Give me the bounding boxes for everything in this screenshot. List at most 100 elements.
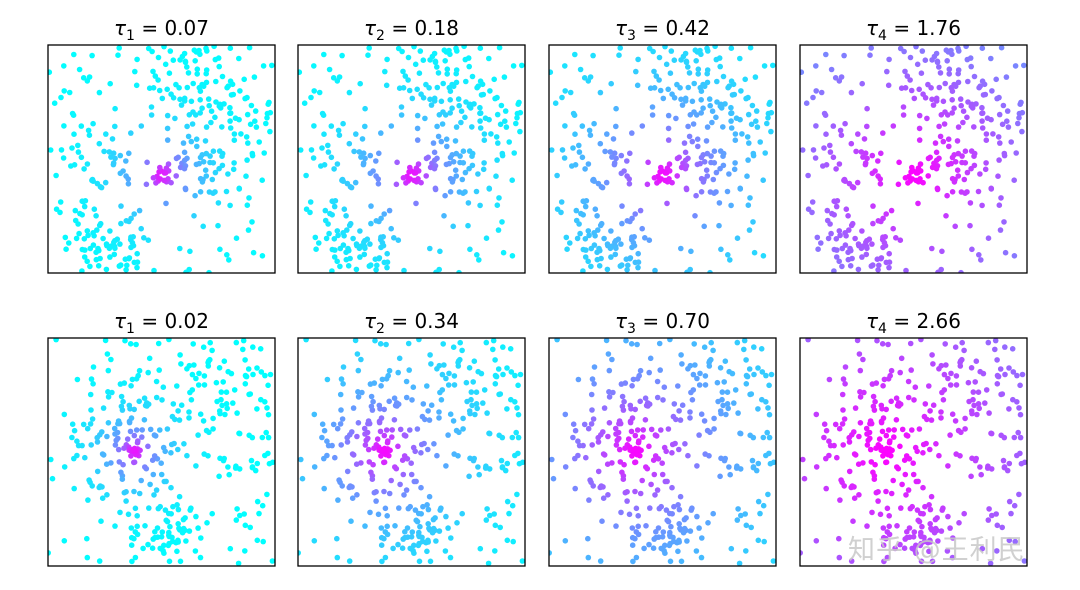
scatter-point [112, 155, 118, 162]
scatter-point [72, 207, 79, 214]
scatter-point [307, 199, 314, 205]
scatter-point [1001, 464, 1008, 471]
scatter-point [575, 376, 582, 383]
title-equals: = [135, 16, 164, 40]
scatter-point [459, 510, 466, 517]
scatter-point [726, 83, 732, 89]
scatter-point [443, 136, 450, 142]
scatter-point [463, 78, 469, 85]
scatter-point [436, 528, 443, 534]
scatter-point [386, 367, 393, 374]
scatter-point [502, 108, 509, 114]
scatter-point [870, 403, 877, 410]
scatter-point [205, 453, 211, 459]
scatter-point [244, 202, 251, 208]
scatter-point [495, 227, 502, 233]
scatter-point [613, 245, 619, 252]
scatter-point [378, 244, 384, 251]
scatter-point [495, 140, 501, 146]
scatter-point [634, 427, 641, 433]
scatter-point [839, 421, 846, 427]
scatter-point [90, 242, 97, 248]
scatter-point [855, 131, 861, 137]
scatter-point [699, 535, 705, 541]
scatter-point [847, 263, 854, 269]
scatter-point [48, 550, 51, 556]
scatter-point [176, 85, 182, 91]
scatter-point [236, 116, 242, 123]
scatter-point [168, 484, 174, 491]
scatter-point [637, 398, 643, 405]
scatter-point [515, 411, 522, 418]
scatter-point [572, 485, 578, 492]
scatter-point [550, 475, 557, 482]
scatter-point [266, 460, 273, 467]
scatter-point [891, 434, 897, 440]
scatter-point [487, 512, 493, 519]
scatter-point [332, 454, 338, 461]
scatter-point [339, 416, 346, 422]
scatter-point [883, 535, 889, 542]
scatter-point [103, 461, 110, 468]
scatter-point [717, 473, 723, 480]
scatter-point [869, 241, 875, 247]
scatter-point [386, 207, 393, 214]
scatter-point [701, 344, 708, 351]
scatter-point [231, 160, 237, 166]
scatter-point [116, 45, 122, 51]
scatter-point [567, 89, 574, 96]
scatter-point [840, 376, 847, 382]
scatter-point [504, 460, 511, 467]
scatter-point [840, 407, 846, 413]
scatter-point [70, 112, 77, 118]
scatter-point [841, 416, 848, 422]
scatter-point [311, 464, 318, 470]
scatter-point [416, 558, 423, 565]
scatter-point [401, 267, 407, 273]
scatter-point [952, 83, 959, 90]
scatter-point [242, 357, 248, 363]
scatter-point [702, 373, 709, 379]
scatter-point [955, 67, 962, 73]
title-symbol: τ [866, 309, 879, 333]
scatter-point [134, 531, 141, 538]
scatter-point [594, 213, 600, 219]
scatter-point [635, 264, 641, 271]
scatter-point [128, 525, 135, 531]
scatter-point [367, 152, 374, 159]
scatter-point [164, 125, 171, 132]
scatter-point [378, 383, 384, 389]
scatter-point [922, 503, 928, 510]
scatter-point [623, 338, 629, 344]
scatter-point [98, 518, 104, 524]
scatter-point [698, 88, 705, 94]
scatter-point [957, 453, 963, 459]
scatter-point [334, 535, 340, 542]
scatter-point [161, 45, 167, 50]
scatter-point [382, 554, 389, 561]
scatter-point [634, 341, 640, 348]
scatter-point [920, 511, 926, 517]
scatter-point [439, 371, 446, 378]
scatter-point [589, 407, 595, 413]
scatter-points [48, 45, 275, 273]
scatter-point [743, 548, 749, 554]
scatter-point [639, 477, 645, 484]
scatter-point [128, 542, 135, 548]
scatter-point [717, 103, 724, 109]
scatter-point [216, 103, 223, 109]
scatter-point [512, 399, 518, 405]
scatter-point [436, 409, 442, 415]
scatter-point [178, 102, 185, 108]
scatter-point [852, 235, 858, 242]
scatter-point [184, 84, 191, 91]
scatter-point [187, 507, 193, 513]
scatter-point [360, 161, 367, 168]
scatter-point [125, 181, 132, 187]
scatter-point [337, 391, 344, 398]
scatter-point [664, 478, 670, 485]
scatter-point [212, 56, 219, 63]
scatter-point [729, 92, 736, 98]
scatter-point [353, 266, 360, 273]
scatter-point [916, 137, 923, 143]
